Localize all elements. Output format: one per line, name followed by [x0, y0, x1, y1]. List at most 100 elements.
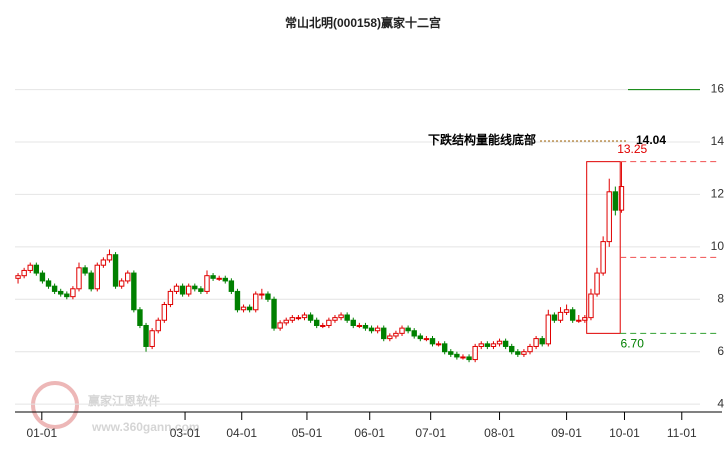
candle-body [454, 353, 460, 358]
candle-body [234, 290, 241, 311]
candle-body [283, 319, 289, 324]
watermark-text: 赢家江恩软件 [88, 393, 160, 408]
pattern-box [586, 161, 621, 334]
candle-body [21, 269, 27, 277]
candle-body [478, 343, 484, 347]
candle-body [466, 356, 472, 361]
candle-body [527, 345, 533, 353]
x-tick-label: 03-01 [170, 426, 201, 440]
candle-body [70, 288, 76, 298]
candle-body [137, 309, 143, 326]
candle-body [362, 324, 369, 329]
candle-body [502, 340, 509, 347]
candle-body [88, 272, 94, 290]
candle-body [569, 309, 576, 321]
candle-body [313, 319, 320, 326]
candle-body [39, 272, 46, 282]
candle-body [338, 314, 344, 319]
candle-body [259, 293, 265, 296]
candle-body [606, 191, 612, 243]
candle-body [82, 267, 88, 274]
candle-body [387, 335, 393, 340]
candle-body [411, 330, 417, 337]
y-tick-label: 14 [711, 134, 725, 148]
x-tick-label: 05-01 [292, 426, 323, 440]
candle-body [509, 345, 515, 353]
candle-body [155, 319, 161, 332]
candle-body [125, 272, 131, 282]
target-text: 下跌结构量能线底部 [428, 132, 536, 147]
candle-body [472, 345, 478, 361]
candle-body [295, 317, 302, 320]
candle-body [515, 351, 521, 355]
candle-body [15, 275, 21, 279]
candle-body [563, 309, 570, 313]
candle-body [496, 340, 503, 345]
target-value: 14.04 [636, 133, 666, 147]
x-tick-label: 07-01 [415, 426, 446, 440]
candle-body [118, 280, 125, 287]
candle-body [246, 306, 253, 311]
y-tick-label: 16 [711, 82, 725, 96]
candle-body [405, 327, 411, 332]
candle-body [167, 290, 174, 306]
candle-body [320, 324, 326, 327]
x-tick-label: 06-01 [354, 426, 385, 440]
candle-body [216, 277, 222, 280]
candle-body [33, 264, 40, 274]
candle-body [539, 338, 545, 345]
watermark-logo [31, 381, 79, 429]
candle-body [490, 343, 497, 347]
candle-body [64, 293, 70, 298]
x-tick-label: 09-01 [551, 426, 582, 440]
candle-body [210, 275, 216, 279]
candle-body [100, 259, 107, 266]
support-label: 6.70 [621, 337, 645, 351]
candle-body [143, 324, 149, 347]
y-tick-label: 10 [711, 239, 725, 253]
resistance-label: 13.25 [617, 142, 647, 156]
candle-body [149, 330, 155, 347]
candle-body [253, 293, 259, 311]
candle-body [448, 351, 454, 355]
y-tick-label: 4 [717, 396, 724, 410]
candle-body [441, 343, 448, 353]
candle-body [228, 280, 235, 292]
candle-body [521, 351, 527, 355]
candle-body [356, 324, 363, 327]
chart-title: 常山北明(000158)赢家十二宫 [285, 15, 441, 30]
candle-body [289, 317, 296, 321]
candle-body [277, 322, 283, 329]
candle-body [179, 285, 186, 295]
candle-body [381, 327, 387, 340]
candle-body [240, 306, 247, 311]
candle-body [301, 314, 308, 319]
y-tick-label: 8 [717, 291, 724, 305]
candle-body [374, 327, 381, 332]
candle-body [204, 275, 210, 292]
candle-body [106, 254, 113, 261]
candle-body [271, 298, 277, 329]
candle-body [112, 254, 119, 287]
candle-body [533, 338, 539, 347]
candle-body [94, 264, 100, 290]
candle-body [588, 293, 594, 319]
candle-body [192, 285, 198, 290]
candle-body [350, 319, 356, 326]
candle-body [161, 304, 168, 321]
candle-body [222, 277, 228, 282]
candle-body [551, 314, 558, 321]
candle-body [399, 327, 405, 334]
candle-body [423, 338, 430, 341]
candle-body [600, 241, 606, 274]
candle-body [265, 293, 271, 300]
candle-body [557, 311, 564, 321]
candle-body [326, 319, 332, 326]
candle-body [307, 314, 314, 321]
candle-body [435, 343, 442, 346]
candle-body [198, 288, 204, 292]
candle-body [618, 186, 625, 211]
x-tick-label: 04-01 [226, 426, 257, 440]
candle-body [594, 272, 600, 295]
